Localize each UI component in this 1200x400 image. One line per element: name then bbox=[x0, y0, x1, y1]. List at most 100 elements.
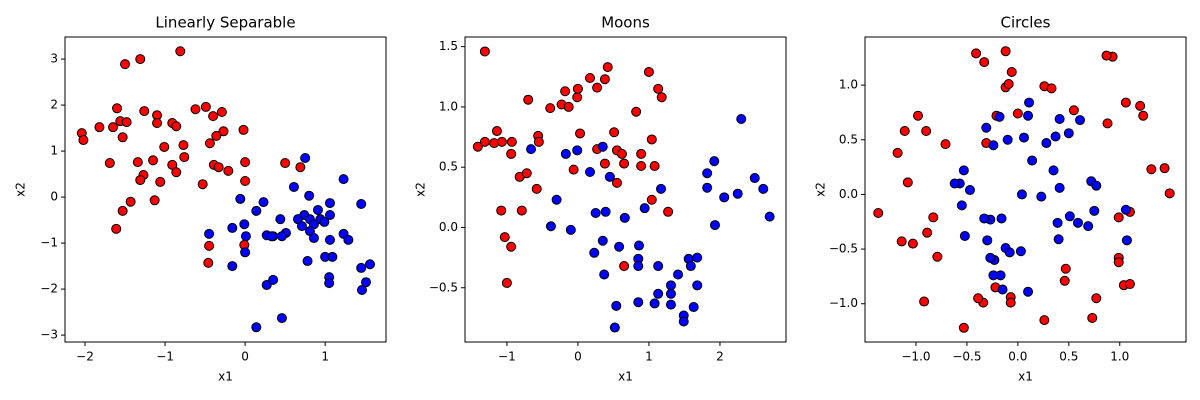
point bbox=[692, 280, 703, 291]
point bbox=[204, 228, 215, 239]
point bbox=[523, 94, 534, 105]
x-tick-label: 2 bbox=[716, 350, 724, 364]
point bbox=[121, 117, 132, 128]
point bbox=[506, 148, 517, 159]
point bbox=[1083, 221, 1094, 232]
point bbox=[239, 219, 250, 230]
point bbox=[665, 280, 676, 291]
point bbox=[1120, 97, 1131, 108]
point bbox=[179, 152, 190, 163]
point bbox=[338, 174, 349, 185]
point bbox=[1075, 115, 1086, 126]
point bbox=[656, 92, 667, 103]
point bbox=[646, 194, 657, 205]
point bbox=[531, 183, 542, 194]
point bbox=[678, 316, 689, 327]
point bbox=[171, 167, 182, 178]
point bbox=[572, 83, 583, 94]
point bbox=[619, 158, 630, 169]
point bbox=[1005, 297, 1016, 308]
point bbox=[688, 302, 699, 313]
point bbox=[155, 176, 166, 187]
point bbox=[175, 46, 186, 57]
point bbox=[266, 231, 277, 242]
point bbox=[988, 270, 999, 281]
point bbox=[308, 233, 319, 244]
point bbox=[907, 238, 918, 249]
point bbox=[639, 203, 650, 214]
point bbox=[736, 113, 747, 124]
point bbox=[656, 183, 667, 194]
point bbox=[631, 106, 642, 117]
point bbox=[1050, 131, 1061, 142]
point bbox=[1091, 180, 1102, 191]
point bbox=[240, 157, 251, 168]
x-tick-label: −1 bbox=[156, 350, 174, 364]
point bbox=[496, 136, 507, 147]
x-axis-label: x1 bbox=[1018, 370, 1033, 384]
point bbox=[1138, 110, 1149, 121]
point bbox=[981, 122, 992, 133]
point bbox=[899, 126, 910, 137]
point bbox=[619, 261, 630, 272]
point bbox=[356, 198, 367, 209]
point bbox=[356, 262, 367, 273]
point bbox=[152, 118, 163, 129]
point bbox=[979, 213, 990, 224]
point bbox=[892, 147, 903, 158]
point bbox=[356, 285, 367, 296]
point bbox=[959, 230, 970, 241]
point bbox=[275, 214, 286, 225]
point bbox=[560, 86, 571, 97]
point bbox=[932, 251, 943, 262]
point bbox=[327, 251, 338, 262]
point bbox=[709, 220, 720, 231]
point bbox=[178, 140, 189, 151]
point bbox=[599, 269, 610, 280]
point bbox=[120, 59, 131, 70]
plot-frame bbox=[464, 36, 787, 343]
point bbox=[491, 126, 502, 137]
point bbox=[240, 247, 251, 258]
point bbox=[545, 103, 556, 114]
chart-title: Linearly Separable bbox=[155, 14, 295, 32]
point bbox=[609, 127, 620, 138]
point bbox=[238, 124, 249, 135]
y-tick-label: −1 bbox=[40, 236, 58, 250]
point bbox=[600, 206, 611, 217]
point bbox=[1027, 155, 1038, 166]
point bbox=[614, 241, 625, 252]
point bbox=[551, 194, 562, 205]
point bbox=[636, 148, 647, 159]
point bbox=[104, 158, 115, 169]
x-tick-label: 0.5 bbox=[1059, 350, 1078, 364]
point bbox=[599, 74, 610, 85]
point bbox=[956, 200, 967, 211]
point bbox=[149, 195, 160, 206]
point bbox=[982, 235, 993, 246]
point bbox=[324, 198, 335, 209]
y-tick-label: −0.5 bbox=[829, 242, 858, 256]
point bbox=[560, 148, 571, 159]
point bbox=[240, 231, 251, 242]
point bbox=[673, 269, 684, 280]
point bbox=[125, 196, 136, 207]
plot-frame bbox=[64, 36, 387, 343]
point bbox=[1002, 134, 1013, 145]
point bbox=[1054, 113, 1065, 124]
y-tick-label: 0.5 bbox=[839, 132, 858, 146]
y-tick-label: 0.0 bbox=[839, 187, 858, 201]
y-tick-label: 0.0 bbox=[439, 220, 458, 234]
point bbox=[685, 261, 696, 272]
point bbox=[159, 141, 170, 152]
point bbox=[702, 168, 713, 179]
point bbox=[919, 296, 930, 307]
point bbox=[360, 277, 371, 288]
point bbox=[592, 82, 603, 93]
point bbox=[213, 162, 224, 173]
point bbox=[643, 66, 654, 77]
point bbox=[343, 234, 354, 245]
x-tick-label: 1.0 bbox=[1110, 350, 1129, 364]
y-axis-label: x2 bbox=[414, 182, 428, 197]
